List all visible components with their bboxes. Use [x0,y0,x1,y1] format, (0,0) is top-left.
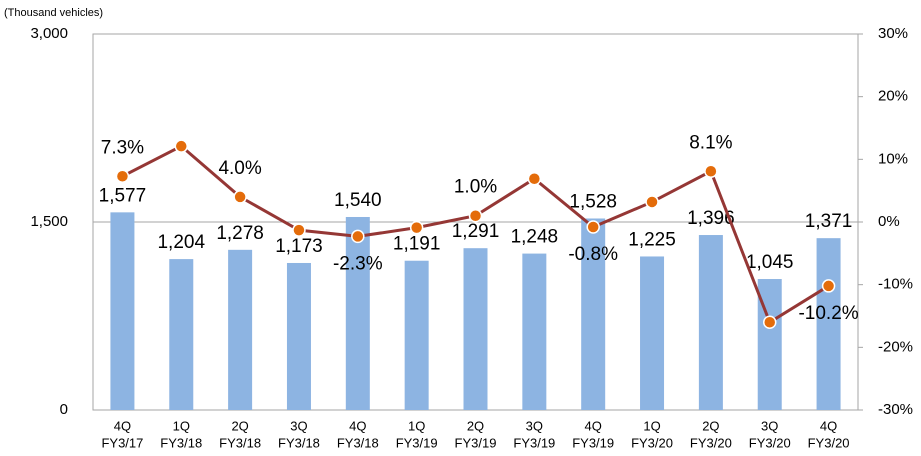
x-tick-label: FY3/19 [396,435,438,450]
line-value-label: 8.1% [689,132,732,153]
y2-tick-label: -20% [878,338,913,355]
line-value-label: -10.2% [798,303,858,324]
bar-value-label: 1,204 [157,232,205,253]
bar-value-label: 1,291 [452,221,500,242]
x-tick-label: FY3/19 [572,435,614,450]
line-value-label: -2.3% [333,253,383,274]
line-marker [586,220,600,234]
x-tick-label: 2Q [467,418,484,433]
bar [581,218,606,410]
y2-tick-label: 10% [878,150,908,167]
line-value-label: -0.8% [568,244,618,265]
bar [698,235,723,410]
bar [110,212,135,410]
x-tick-label: FY3/18 [337,435,379,450]
bar-value-label: 1,248 [511,227,559,248]
line-marker [351,229,365,244]
bar-value-label: 1,540 [334,190,382,211]
bar [816,238,841,410]
bar-value-label: 1,528 [569,192,617,213]
bar [404,260,429,410]
bar [345,216,370,410]
line-value-label: 4.0% [218,158,261,179]
bar-value-label: 1,577 [99,185,147,206]
line-marker [821,279,836,293]
y-tick-label: 0 [60,401,68,418]
bar-value-label: 1,225 [628,229,676,250]
line-marker [527,172,542,186]
y-axis-label: (Thousand vehicles) [4,7,103,19]
line-marker [233,190,247,204]
x-tick-label: FY3/18 [160,435,202,450]
x-tick-label: 1Q [173,418,190,433]
line-value-label: 7.3% [101,137,144,158]
x-tick-label: FY3/18 [219,435,261,450]
x-tick-label: FY3/20 [690,435,732,450]
line-marker [645,195,659,209]
x-tick-label: FY3/20 [749,435,791,450]
line-marker [704,164,718,178]
line-marker [174,139,189,153]
y2-tick-label: -30% [878,401,913,418]
x-tick-label: 2Q [702,418,719,433]
x-tick-label: FY3/19 [513,435,555,450]
x-tick-label: 3Q [526,418,543,433]
x-tick-label: FY3/20 [631,435,673,450]
y-tick-label: 3,000 [30,25,68,42]
line-marker [409,220,424,235]
x-tick-label: 1Q [408,418,425,433]
y-tick-label: 1,500 [30,213,68,230]
y2-tick-label: -10% [878,276,913,293]
bar-value-label: 1,173 [275,236,323,257]
x-tick-label: 4Q [349,418,366,433]
bar-value-label: 1,371 [805,211,853,232]
bar [286,262,311,410]
y2-tick-label: 0% [878,213,900,230]
x-tick-label: 3Q [290,418,307,433]
bar-value-label: 1,278 [216,223,264,244]
y2-tick-label: 30% [878,25,908,42]
bar [169,259,194,410]
bar-value-label: 1,045 [746,252,794,273]
x-tick-label: 4Q [820,418,837,433]
bar [228,249,253,410]
x-tick-label: 2Q [231,418,248,433]
bar [640,256,665,410]
bar [463,248,488,410]
bar-value-label: 1,191 [393,234,441,255]
y2-tick-label: 20% [878,88,908,105]
bar [522,253,547,410]
bar-value-label: 1,396 [687,208,735,229]
x-tick-label: 1Q [643,418,660,433]
x-tick-label: 3Q [761,418,778,433]
x-tick-label: 4Q [585,418,602,433]
x-tick-label: FY3/20 [808,435,850,450]
x-tick-label: FY3/18 [278,435,320,450]
line-marker [762,315,777,330]
line-marker [292,223,306,237]
line-marker [468,208,483,223]
x-tick-label: FY3/17 [101,435,143,450]
line-marker [115,169,130,184]
x-tick-label: FY3/19 [455,435,497,450]
x-tick-label: 4Q [114,418,131,433]
line-value-label: 1.0% [454,177,497,198]
